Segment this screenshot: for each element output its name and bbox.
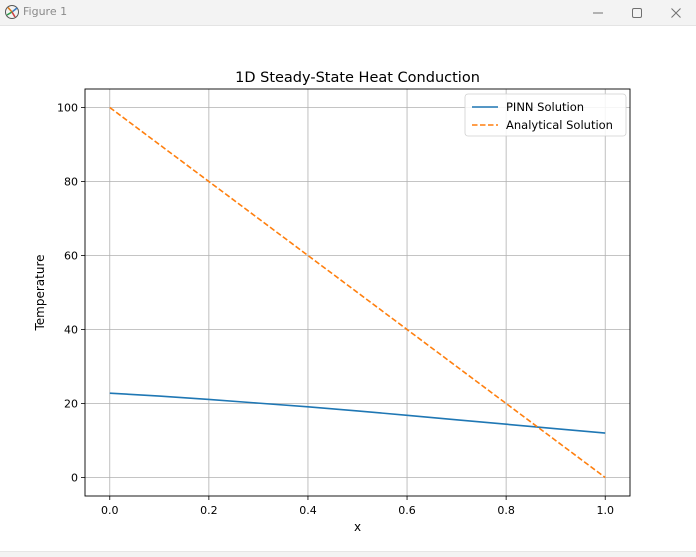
x-tick-label: 0.2 xyxy=(200,504,218,517)
maximize-icon xyxy=(632,7,642,18)
legend-entry-label: Analytical Solution xyxy=(506,118,613,132)
y-tick-label: 60 xyxy=(64,250,78,263)
y-axis-label: Temperature xyxy=(33,254,47,331)
grid-lines xyxy=(85,89,630,496)
series-line-pinn xyxy=(109,392,606,434)
chart-title: 1D Steady-State Heat Conduction xyxy=(235,70,480,86)
maximize-button[interactable] xyxy=(617,0,657,25)
y-tick-label: 20 xyxy=(64,398,78,411)
plot-lines xyxy=(109,106,606,479)
axis-ticks: 0.0 0.2 0.4 0.6 0.8 1.0 0 20 40 60 80 100 xyxy=(57,102,614,518)
window-title: Figure 1 xyxy=(23,5,68,18)
x-tick-label: 0.6 xyxy=(398,504,416,517)
matplotlib-icon xyxy=(4,4,20,20)
minimize-icon xyxy=(593,8,603,18)
close-button[interactable] xyxy=(656,0,696,25)
y-tick-label: 100 xyxy=(57,102,78,115)
x-tick-label: 0.4 xyxy=(299,504,317,517)
minimize-button[interactable] xyxy=(578,0,618,25)
window-bottom-edge xyxy=(0,551,696,557)
x-axis-label: x xyxy=(354,520,361,534)
title-bar[interactable]: Figure 1 xyxy=(0,0,696,26)
x-tick-label: 0.8 xyxy=(497,504,515,517)
y-tick-label: 0 xyxy=(71,472,78,485)
close-icon xyxy=(671,7,681,18)
y-tick-label: 40 xyxy=(64,324,78,337)
y-tick-label: 80 xyxy=(64,176,78,189)
figure-canvas: 0.0 0.2 0.4 0.6 0.8 1.0 0 20 40 60 80 100 1D Steady… xyxy=(33,70,631,534)
x-tick-label: 0.0 xyxy=(101,504,119,517)
x-tick-label: 1.0 xyxy=(596,504,614,517)
legend-entry-label: PINN Solution xyxy=(506,100,584,114)
legend-box xyxy=(464,93,627,137)
legend: PINN Solution Analytical Solution xyxy=(464,93,627,137)
axes-frame xyxy=(84,88,631,497)
series-line-analytical xyxy=(109,106,606,479)
